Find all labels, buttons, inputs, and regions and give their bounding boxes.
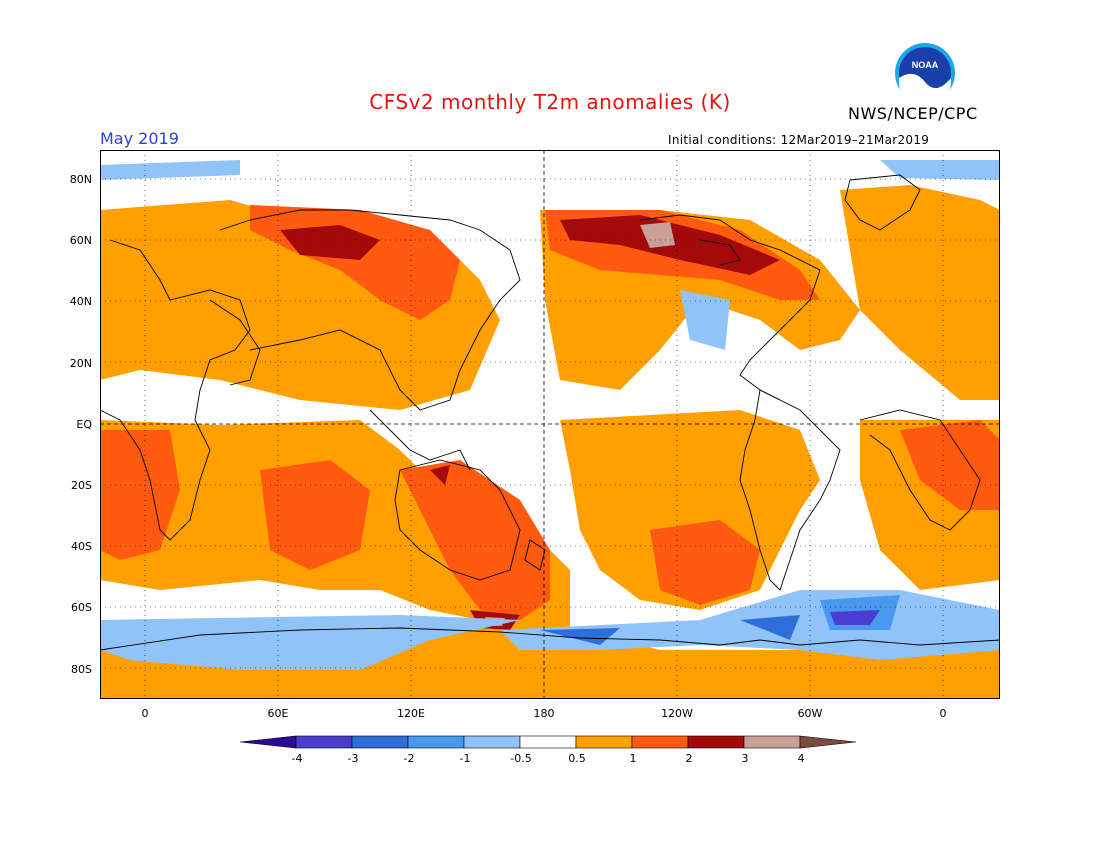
lat-label-80n: 80N	[69, 173, 92, 186]
warm-region-strong	[260, 460, 370, 570]
lon-label-60e: 60E	[267, 707, 289, 720]
colorbar-arrow-high	[799, 735, 857, 749]
colorbar-cell	[687, 735, 745, 749]
colorbar	[240, 735, 857, 749]
lon-label-120w: 120W	[661, 707, 693, 720]
lat-label-40s: 40S	[71, 540, 92, 553]
cool-region-strong	[740, 615, 800, 640]
lat-label-60n: 60N	[69, 234, 92, 247]
colorbar-label: 2	[685, 752, 693, 765]
cool-region-strongest	[830, 610, 880, 625]
anomaly-map	[100, 150, 1000, 699]
colorbar-label: 1	[629, 752, 637, 765]
cool-region	[100, 160, 240, 180]
lat-label-60s: 60S	[71, 601, 92, 614]
colorbar-label: 3	[741, 752, 749, 765]
lat-label-40n: 40N	[69, 295, 92, 308]
colorbar-label: 0.5	[568, 752, 586, 765]
warm-region	[840, 185, 1000, 400]
lon-label-0-left: 0	[141, 707, 149, 720]
lat-label-80s: 80S	[71, 663, 92, 676]
warm-region-strong	[650, 520, 760, 605]
month-label: May 2019	[100, 129, 179, 148]
warm-region-extreme	[640, 222, 675, 248]
warm-region-strong	[400, 460, 550, 620]
lon-label-60w: 60W	[797, 707, 823, 720]
cool-region	[680, 290, 730, 350]
agency-label: NWS/NCEP/CPC	[848, 104, 978, 123]
colorbar-cell	[463, 735, 521, 749]
noaa-logo: NOAA	[895, 43, 955, 104]
lon-label-0-right: 0	[939, 707, 947, 720]
colorbar-label: -3	[347, 752, 359, 765]
initial-conditions-label: Initial conditions: 12Mar2019–21Mar2019	[668, 133, 930, 147]
colorbar-label: -4	[291, 752, 303, 765]
warm-region-darker	[280, 225, 380, 260]
colorbar-cell	[351, 735, 409, 749]
warm-region-strong	[100, 430, 180, 560]
colorbar-arrow-low	[240, 735, 297, 749]
colorbar-label: -0.5	[510, 752, 532, 765]
colorbar-cell	[631, 735, 689, 749]
warm-region-darker	[430, 465, 450, 485]
colorbar-cell	[743, 735, 801, 749]
colorbar-label: 4	[797, 752, 805, 765]
cool-region-strong	[540, 628, 620, 645]
lat-label-20s: 20S	[71, 479, 92, 492]
lon-label-180: 180	[533, 707, 555, 720]
colorbar-label: -1	[459, 752, 471, 765]
warm-region-strong	[900, 420, 1000, 510]
colorbar-label: -2	[403, 752, 415, 765]
colorbar-cell	[575, 735, 633, 749]
lat-label-20n: 20N	[69, 357, 92, 370]
lon-label-120e: 120E	[397, 707, 425, 720]
cool-region	[880, 160, 1000, 180]
chart-title: CFSv2 monthly T2m anomalies (K)	[369, 90, 731, 114]
lat-label-eq: EQ	[76, 418, 92, 431]
colorbar-cell	[407, 735, 465, 749]
colorbar-cell	[519, 735, 577, 749]
colorbar-cell	[295, 735, 353, 749]
svg-text:NOAA: NOAA	[912, 60, 939, 70]
